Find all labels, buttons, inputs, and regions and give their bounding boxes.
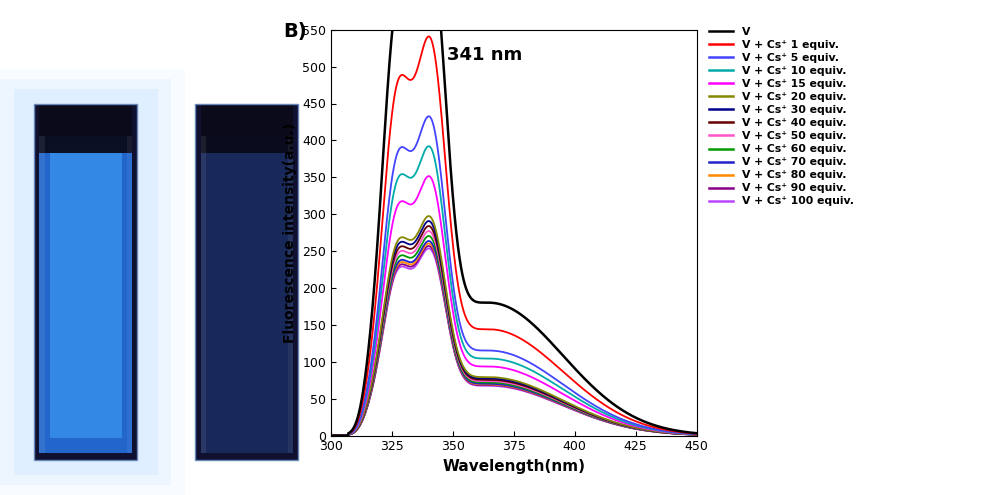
Text: V: V bbox=[80, 51, 91, 69]
Bar bbox=[126, 136, 132, 453]
X-axis label: Wavelength(nm): Wavelength(nm) bbox=[443, 459, 585, 474]
Bar bbox=[40, 104, 132, 153]
Bar bbox=[288, 136, 293, 453]
Text: A): A) bbox=[14, 15, 40, 35]
Bar bbox=[35, 104, 137, 460]
Bar bbox=[201, 104, 293, 153]
Bar bbox=[35, 104, 137, 460]
Legend: V, V + Cs⁺ 1 equiv., V + Cs⁺ 5 equiv., V + Cs⁺ 10 equiv., V + Cs⁺ 15 equiv., V +: V, V + Cs⁺ 1 equiv., V + Cs⁺ 5 equiv., V… bbox=[709, 27, 854, 206]
Bar bbox=[196, 104, 298, 460]
Y-axis label: Fluorescence intensity(a.u.): Fluorescence intensity(a.u.) bbox=[283, 123, 296, 343]
Bar bbox=[201, 136, 206, 453]
Text: +: + bbox=[300, 45, 310, 54]
Bar bbox=[49, 151, 122, 438]
Bar bbox=[0, 69, 185, 495]
Text: V with Cs: V with Cs bbox=[202, 51, 279, 69]
Text: B): B) bbox=[284, 22, 307, 41]
Bar bbox=[0, 79, 171, 485]
Bar bbox=[201, 136, 293, 453]
Bar bbox=[196, 104, 298, 460]
Bar bbox=[14, 89, 158, 475]
Bar bbox=[40, 136, 44, 453]
Bar bbox=[40, 136, 132, 453]
Text: 341 nm: 341 nm bbox=[447, 46, 522, 64]
